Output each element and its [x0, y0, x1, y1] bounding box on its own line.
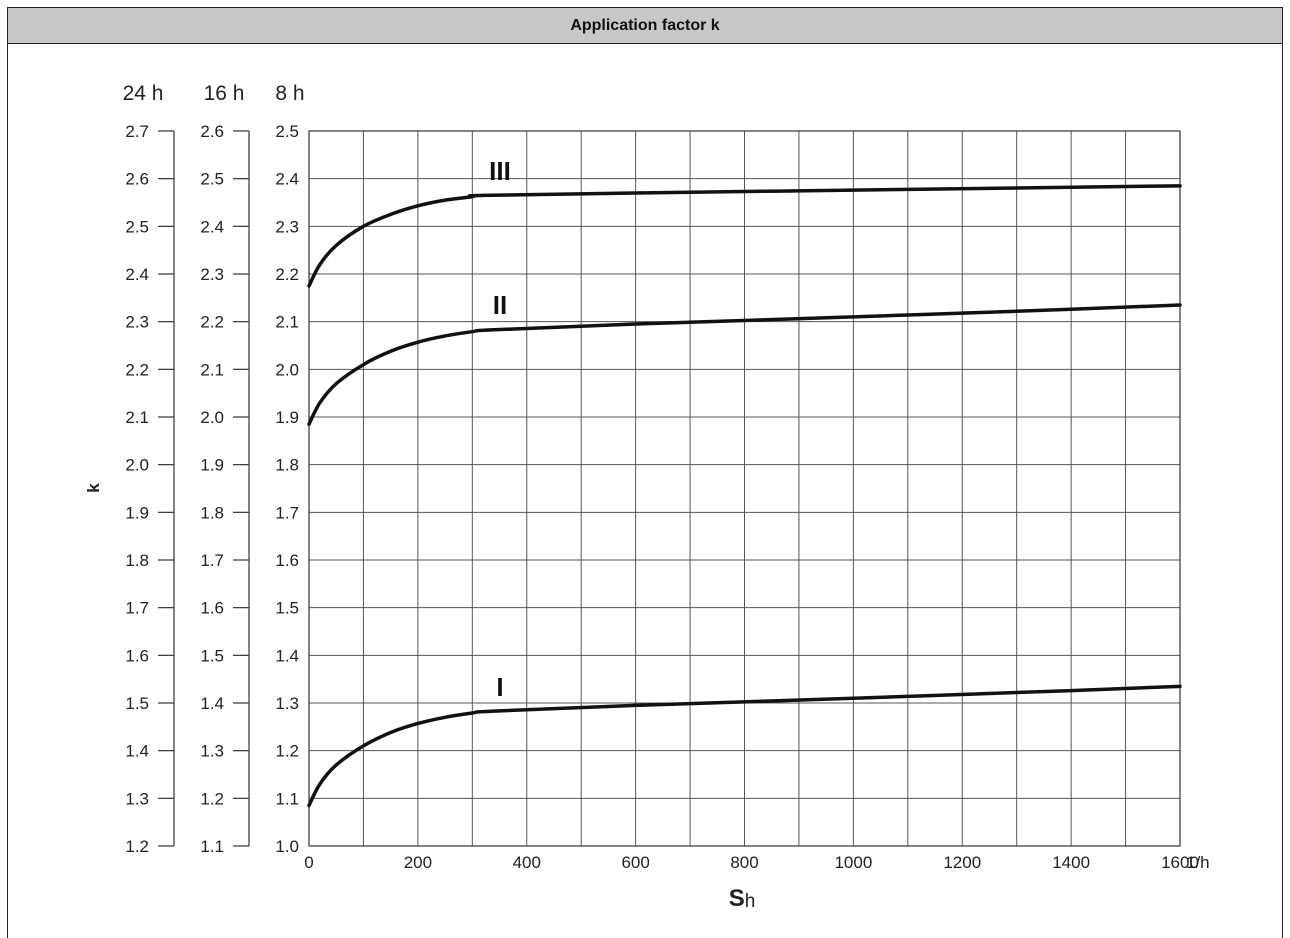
y-tick-label: 1.2	[200, 789, 224, 808]
curve-label-ii: II	[493, 290, 507, 320]
curve-label-i: I	[496, 672, 503, 702]
x-tick-label: 1200	[943, 853, 981, 872]
x-tick-label: 400	[513, 853, 541, 872]
y-tick-label: 1.5	[275, 599, 299, 618]
curve-label-iii: III	[489, 156, 511, 186]
x-tick-label: 600	[621, 853, 649, 872]
y-tick-label: 1.6	[125, 646, 149, 665]
chart-title: Application factor k	[570, 16, 720, 34]
y-tick-label: 2.5	[275, 122, 299, 141]
y-tick-label: 2.1	[125, 408, 149, 427]
y-tick-label: 1.1	[275, 789, 299, 808]
x-tick-label: 1400	[1052, 853, 1090, 872]
y-tick-label: 1.4	[200, 694, 224, 713]
y-tick-label: 2.4	[125, 265, 149, 284]
y-tick-label: 2.0	[275, 360, 299, 379]
y-axis-header: 16 h	[204, 82, 245, 105]
y-tick-label: 1.1	[200, 837, 224, 856]
curve-ii	[307, 303, 1182, 426]
y-tick-label: 1.0	[275, 837, 299, 856]
y-tick-label: 1.8	[200, 503, 224, 522]
y-tick-label: 1.7	[275, 503, 299, 522]
y-tick-label: 2.4	[275, 170, 299, 189]
x-tick-label: 800	[730, 853, 758, 872]
y-tick-label: 1.7	[200, 551, 224, 570]
x-tick-label: 200	[404, 853, 432, 872]
y-tick-label: 2.1	[275, 313, 299, 332]
y-tick-label: 1.9	[275, 408, 299, 427]
y-tick-label: 1.5	[200, 646, 224, 665]
y-tick-label: 2.3	[125, 313, 149, 332]
y-tick-label: 1.9	[200, 456, 224, 475]
curves	[307, 184, 1182, 808]
x-tick-label: 1000	[834, 853, 872, 872]
x-tick-label: 1600	[1161, 853, 1199, 872]
y-tick-label: 2.1	[200, 360, 224, 379]
y-tick-label: 1.3	[275, 694, 299, 713]
y-tick-label: 2.0	[125, 456, 149, 475]
y-tick-label: 2.2	[275, 265, 299, 284]
y-tick-label: 1.6	[275, 551, 299, 570]
y-tick-label: 1.9	[125, 503, 149, 522]
x-axis-title: Sh	[729, 885, 756, 912]
y-tick-label: 1.2	[125, 837, 149, 856]
x-unit-label: 1/h	[1186, 853, 1210, 872]
y-tick-label: 2.6	[200, 122, 224, 141]
y-tick-label: 1.4	[275, 646, 299, 665]
plot-border	[308, 130, 1181, 847]
y-tick-label: 2.2	[200, 313, 224, 332]
curve-iii	[307, 184, 1182, 288]
chart-header: Application factor k	[8, 8, 1282, 44]
y-tick-label: 2.5	[200, 170, 224, 189]
y-axis-title: k	[84, 483, 103, 493]
y-tick-label: 2.6	[125, 170, 149, 189]
y-tick-label: 2.3	[200, 265, 224, 284]
y-tick-label: 1.5	[125, 694, 149, 713]
y-tick-label: 1.4	[125, 742, 149, 761]
y-tick-label: 1.2	[275, 742, 299, 761]
y-tick-label: 1.3	[125, 789, 149, 808]
y-tick-label: 1.7	[125, 599, 149, 618]
y-tick-label: 2.2	[125, 360, 149, 379]
y-tick-label: 1.8	[275, 456, 299, 475]
y-tick-label: 2.5	[125, 217, 149, 236]
y-tick-label: 1.8	[125, 551, 149, 570]
x-tick-label: 0	[304, 853, 313, 872]
y-tick-label: 2.3	[275, 217, 299, 236]
y-axis-header: 8 h	[275, 82, 304, 105]
y-axis-header: 24 h	[123, 82, 164, 105]
y-tick-label: 2.7	[125, 122, 149, 141]
curve-i	[307, 684, 1182, 808]
y-tick-label: 2.4	[200, 217, 224, 236]
y-tick-label: 2.0	[200, 408, 224, 427]
grid	[308, 130, 1181, 847]
y-tick-label: 1.3	[200, 742, 224, 761]
y-tick-label: 1.6	[200, 599, 224, 618]
x-axis-title-sub: h	[745, 891, 756, 912]
chart-frame: Application factor k	[7, 7, 1283, 938]
x-axis-title-main: S	[729, 885, 745, 912]
